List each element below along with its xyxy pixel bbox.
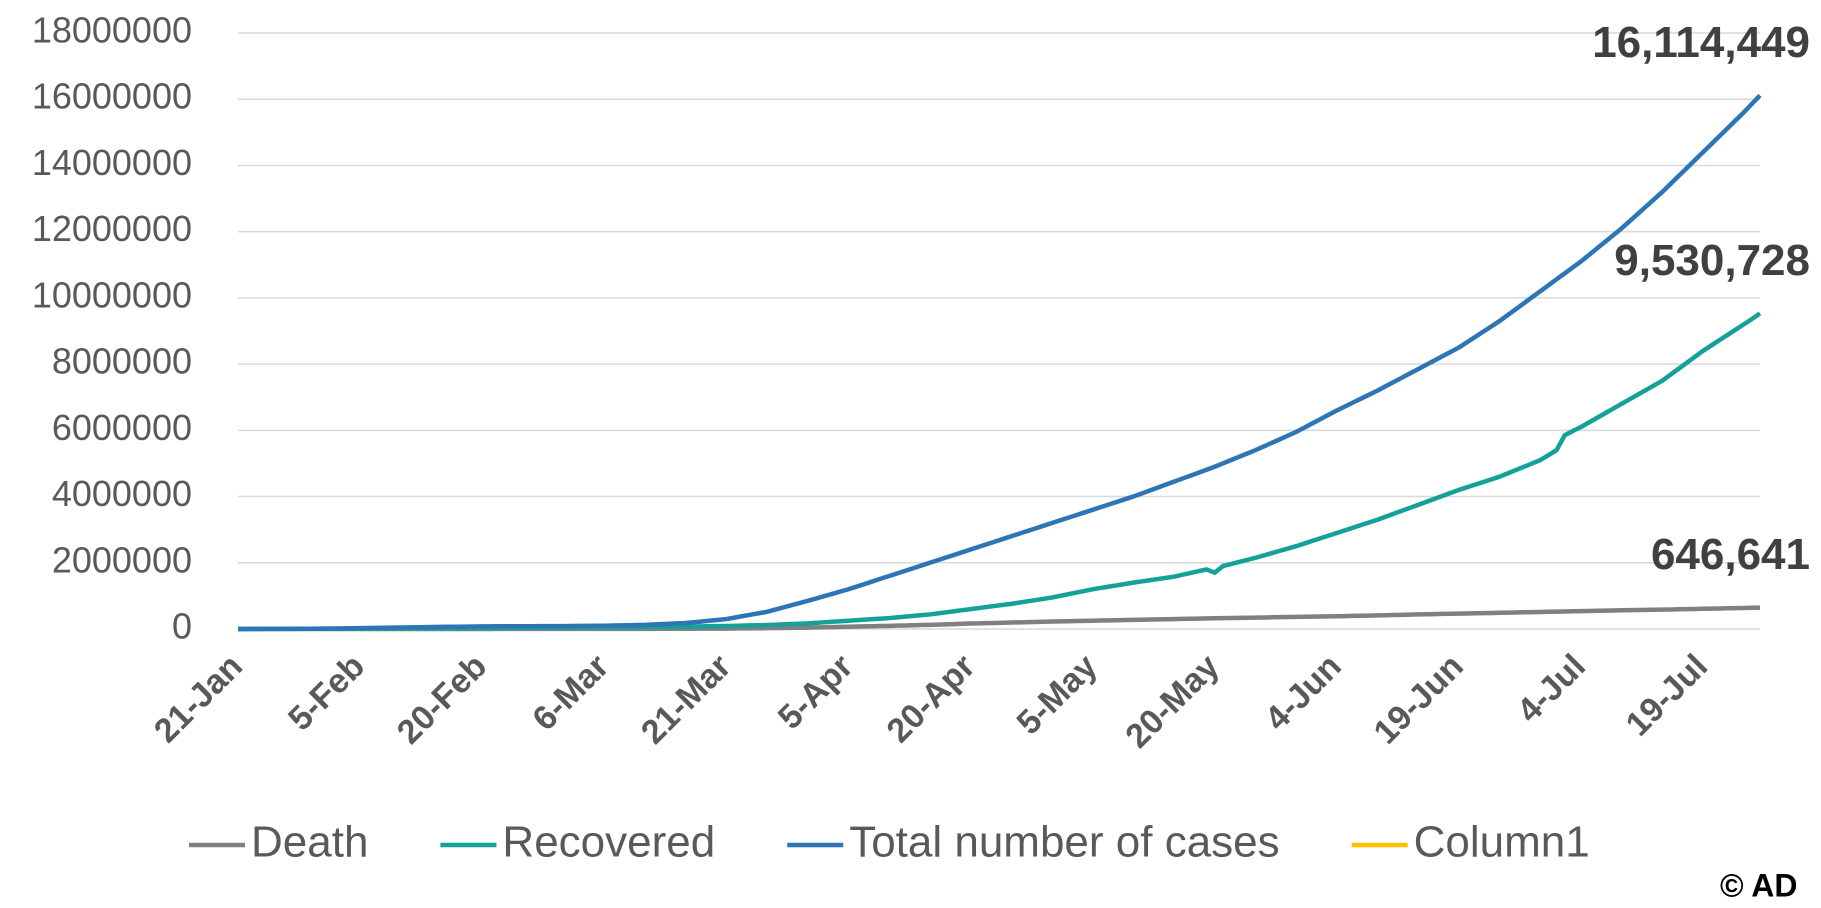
x-tick-label: 20-May <box>1118 647 1226 755</box>
data-label: 16,114,449 <box>1592 18 1810 67</box>
x-tick-label: 20-Feb <box>390 647 494 751</box>
y-tick-label: 4000000 <box>52 473 192 514</box>
y-tick-label: 18000000 <box>32 10 192 51</box>
data-label: 9,530,728 <box>1614 236 1810 285</box>
series-line <box>237 311 1762 632</box>
x-tick-label: 4-Jul <box>1510 647 1593 730</box>
y-tick-label: 12000000 <box>32 208 192 249</box>
x-tick-label: 4-Jun <box>1258 647 1349 738</box>
legend-label: Total number of cases <box>849 818 1279 867</box>
x-tick-label: 6-Mar <box>525 647 616 738</box>
x-tick-label: 19-Jun <box>1367 647 1471 751</box>
y-tick-label: 10000000 <box>32 274 192 315</box>
x-tick-label: 5-Feb <box>281 647 372 738</box>
legend-label: Death <box>251 818 368 867</box>
data-label: 646,641 <box>1651 530 1810 579</box>
y-tick-label: 8000000 <box>52 341 192 382</box>
legend-label: Recovered <box>502 818 715 867</box>
y-tick-label: 16000000 <box>32 76 192 117</box>
x-tick-label: 21-Mar <box>634 647 738 751</box>
x-tick-label: 21-Jan <box>147 647 250 750</box>
y-tick-label: 2000000 <box>52 539 192 580</box>
watermark: © AD <box>1720 867 1798 903</box>
y-tick-label: 0 <box>172 606 192 647</box>
series-line <box>237 93 1762 632</box>
x-tick-label: 19-Jul <box>1619 647 1715 743</box>
x-tick-label: 20-Apr <box>879 647 982 750</box>
y-tick-label: 6000000 <box>52 407 192 448</box>
legend-label: Column1 <box>1414 818 1590 867</box>
x-tick-label: 5-May <box>1010 647 1105 742</box>
y-tick-label: 14000000 <box>32 142 192 183</box>
x-tick-label: 5-Apr <box>771 647 861 737</box>
